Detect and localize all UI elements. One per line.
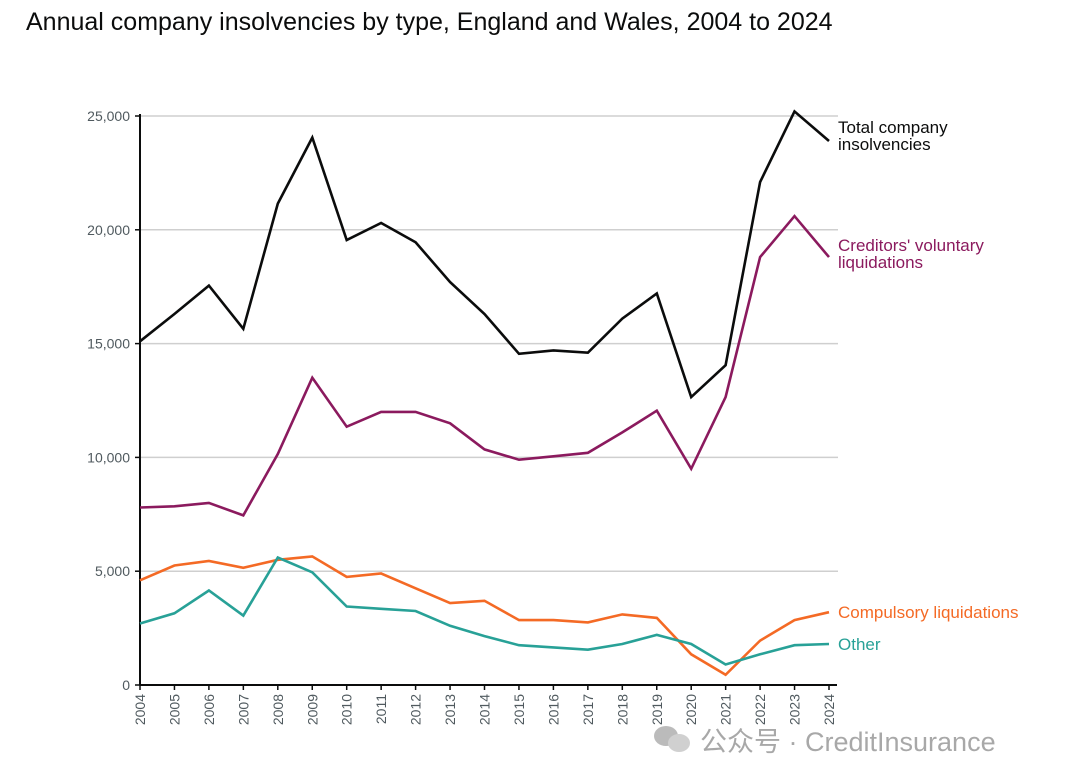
watermark-text: 公众号 · CreditInsurance [700, 727, 996, 757]
x-tick-label: 2022 [752, 694, 768, 725]
x-tick-label: 2017 [580, 694, 596, 725]
series-lines [139, 109, 830, 677]
series-label: Total company insolvencies [838, 118, 948, 154]
series-label-line: insolvencies [838, 135, 931, 154]
y-tick-label: 15,000 [87, 336, 130, 352]
y-axis-ticks: 0 5,000 10,000 15,000 20,000 25,000 [87, 108, 140, 693]
x-tick-label: 2020 [683, 694, 699, 725]
series-line [139, 214, 830, 517]
x-tick-label: 2010 [339, 694, 355, 725]
x-tick-label: 2004 [132, 694, 148, 725]
x-tick-label: 2016 [545, 694, 561, 725]
x-tick-label: 2018 [614, 694, 630, 725]
series-label-line: Compulsory liquidations [838, 603, 1018, 622]
x-tick-label: 2012 [408, 694, 424, 725]
y-tick-label: 0 [122, 677, 130, 693]
gridlines [140, 115, 838, 572]
chart-title: Annual company insolvencies by type, Eng… [26, 8, 833, 36]
series-line [139, 555, 830, 666]
x-tick-label: 2008 [270, 694, 286, 725]
axes [139, 114, 837, 686]
series-label-line: Other [838, 635, 881, 654]
x-axis-ticks: 2004 2005 2006 2007 2008 2009 2010 2011 2012 2013… [132, 685, 837, 725]
x-tick-label: 2005 [166, 694, 182, 725]
x-tick-label: 2023 [787, 694, 803, 725]
x-tick-label: 2024 [821, 694, 837, 725]
series-label: Other [838, 635, 881, 654]
y-tick-label: 25,000 [87, 108, 130, 124]
x-tick-label: 2021 [718, 694, 734, 725]
x-tick-label: 2009 [304, 694, 320, 725]
wechat-icon [652, 724, 692, 756]
x-tick-label: 2015 [511, 694, 527, 725]
series-labels: Total company insolvencies Creditors' volu… [838, 118, 1018, 654]
x-tick-label: 2006 [201, 694, 217, 725]
series-line [139, 109, 830, 400]
x-tick-label: 2014 [477, 694, 493, 725]
watermark: 公众号 · CreditInsurance [652, 720, 996, 759]
x-tick-label: 2019 [649, 694, 665, 725]
series-label-line: Total company [838, 118, 948, 137]
series-label: Compulsory liquidations [838, 603, 1018, 622]
y-tick-label: 5,000 [95, 563, 130, 579]
x-tick-label: 2013 [442, 694, 458, 725]
y-tick-label: 10,000 [87, 449, 130, 465]
x-tick-label: 2011 [373, 694, 389, 724]
y-tick-label: 20,000 [87, 222, 130, 238]
series-label-line: liquidations [838, 253, 923, 272]
series-label: Creditors' voluntary liquidations [838, 236, 984, 272]
series-line [139, 555, 830, 677]
series-label-line: Creditors' voluntary [838, 236, 984, 255]
x-tick-label: 2007 [235, 694, 251, 725]
